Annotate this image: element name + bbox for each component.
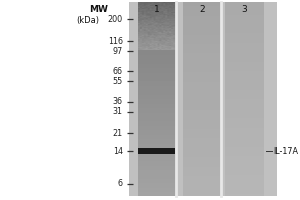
Text: (kDa): (kDa) (76, 16, 99, 25)
Text: 36: 36 (113, 98, 123, 106)
Text: 66: 66 (113, 66, 123, 75)
Text: MW: MW (89, 5, 108, 14)
Text: 3: 3 (242, 5, 247, 14)
FancyBboxPatch shape (129, 2, 277, 196)
Text: 14: 14 (113, 146, 123, 156)
Text: 21: 21 (113, 129, 123, 138)
Text: 6: 6 (118, 180, 123, 188)
Text: 116: 116 (108, 36, 123, 46)
Text: 200: 200 (108, 15, 123, 23)
Text: 97: 97 (113, 46, 123, 55)
Text: IL-17A: IL-17A (273, 146, 298, 156)
FancyBboxPatch shape (139, 148, 175, 154)
Text: 1: 1 (154, 5, 160, 14)
Text: 2: 2 (199, 5, 205, 14)
Text: 55: 55 (113, 76, 123, 86)
Text: 31: 31 (113, 108, 123, 116)
